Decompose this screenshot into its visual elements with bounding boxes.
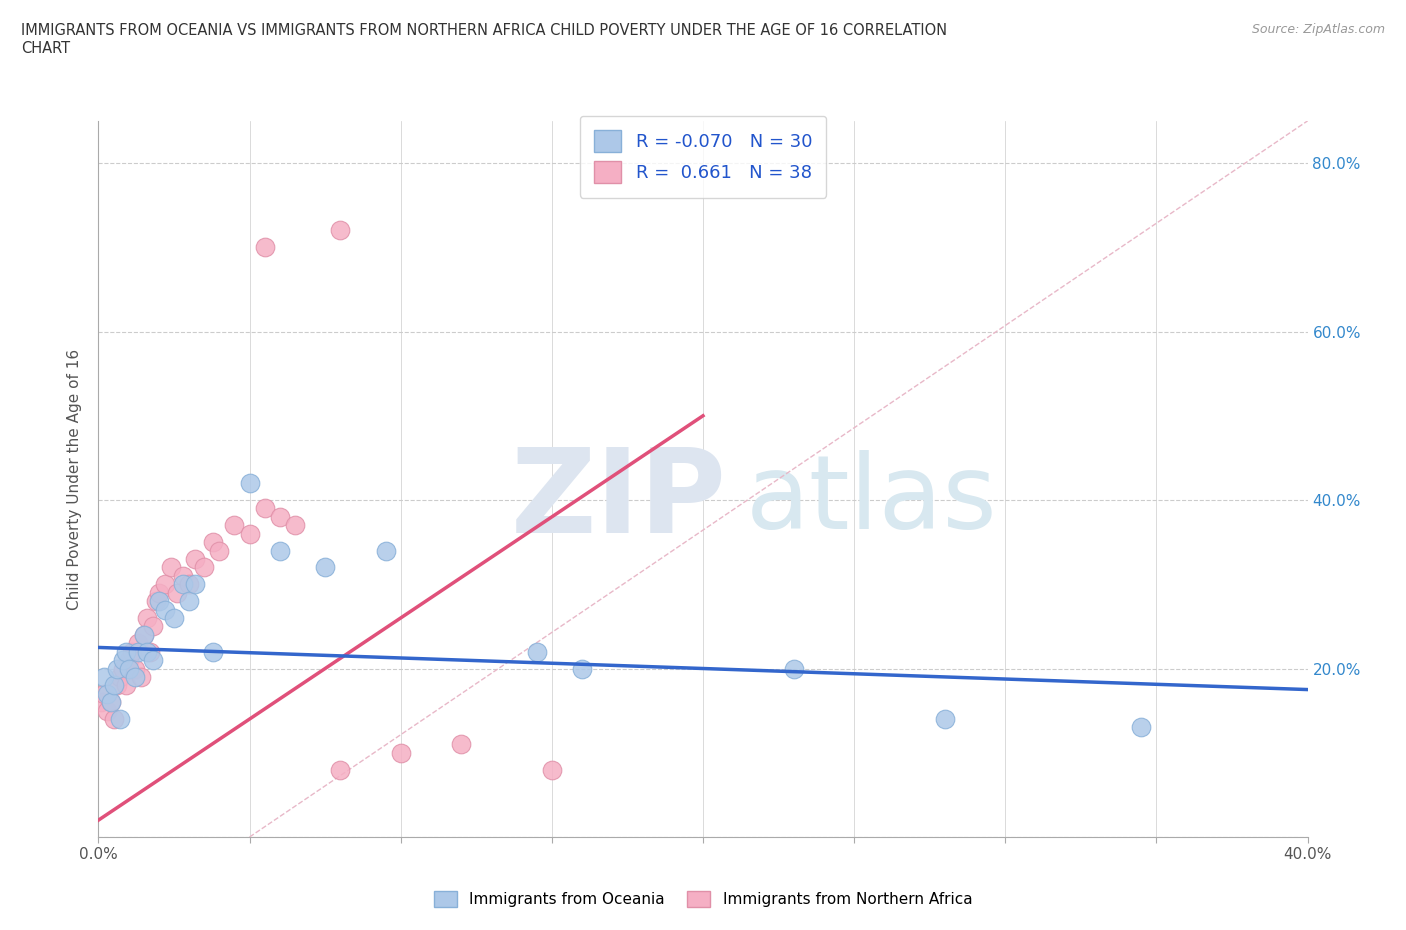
Text: Source: ZipAtlas.com: Source: ZipAtlas.com <box>1251 23 1385 36</box>
Y-axis label: Child Poverty Under the Age of 16: Child Poverty Under the Age of 16 <box>67 349 83 609</box>
Point <box>184 577 207 591</box>
Point <box>1130 720 1153 735</box>
Point <box>239 526 262 541</box>
Point <box>93 686 115 701</box>
Point <box>193 560 215 575</box>
Point <box>148 593 170 608</box>
Point <box>526 644 548 659</box>
Point <box>374 543 396 558</box>
Point <box>100 695 122 710</box>
Point <box>103 711 125 726</box>
Point <box>329 223 352 238</box>
Point <box>314 560 336 575</box>
Point <box>96 703 118 718</box>
Point <box>139 644 162 659</box>
Point <box>389 745 412 760</box>
Point <box>202 644 225 659</box>
Point <box>127 644 149 659</box>
Point <box>148 585 170 600</box>
Point <box>127 636 149 651</box>
Point <box>100 695 122 710</box>
Point <box>163 610 186 625</box>
Point <box>153 602 176 617</box>
Point <box>114 678 136 693</box>
Point <box>202 535 225 550</box>
Text: IMMIGRANTS FROM OCEANIA VS IMMIGRANTS FROM NORTHERN AFRICA CHILD POVERTY UNDER T: IMMIGRANTS FROM OCEANIA VS IMMIGRANTS FR… <box>21 23 948 56</box>
Point <box>208 543 231 558</box>
Point <box>253 501 276 516</box>
Point <box>450 737 472 751</box>
Point <box>121 644 143 659</box>
Point <box>135 610 157 625</box>
Point <box>124 661 146 676</box>
Point <box>783 661 806 676</box>
Point <box>142 653 165 668</box>
Point <box>253 240 276 255</box>
Point <box>179 577 201 591</box>
Point <box>571 661 593 676</box>
Point <box>111 661 134 676</box>
Point <box>172 577 194 591</box>
Point <box>135 644 157 659</box>
Point <box>132 628 155 643</box>
Point <box>329 763 352 777</box>
Point <box>108 711 131 726</box>
Point <box>114 644 136 659</box>
Text: ZIP: ZIP <box>512 443 727 558</box>
Point <box>103 678 125 693</box>
Point <box>90 695 112 710</box>
Point <box>111 653 134 668</box>
Point <box>142 619 165 634</box>
Point <box>124 670 146 684</box>
Point <box>105 678 128 693</box>
Point <box>540 763 562 777</box>
Point <box>132 628 155 643</box>
Point <box>108 670 131 684</box>
Point <box>934 711 956 726</box>
Point <box>179 593 201 608</box>
Point <box>153 577 176 591</box>
Point <box>184 551 207 566</box>
Legend: R = -0.070   N = 30, R =  0.661   N = 38: R = -0.070 N = 30, R = 0.661 N = 38 <box>579 115 827 197</box>
Point <box>105 661 128 676</box>
Point <box>93 670 115 684</box>
Text: atlas: atlas <box>745 450 997 551</box>
Point <box>172 568 194 583</box>
Point <box>160 560 183 575</box>
Point <box>145 593 167 608</box>
Point <box>166 585 188 600</box>
Point <box>239 476 262 491</box>
Point <box>118 661 141 676</box>
Point <box>129 670 152 684</box>
Point <box>118 653 141 668</box>
Point <box>284 518 307 533</box>
Point <box>224 518 246 533</box>
Point <box>96 686 118 701</box>
Legend: Immigrants from Oceania, Immigrants from Northern Africa: Immigrants from Oceania, Immigrants from… <box>427 884 979 913</box>
Point <box>269 510 291 525</box>
Point <box>269 543 291 558</box>
